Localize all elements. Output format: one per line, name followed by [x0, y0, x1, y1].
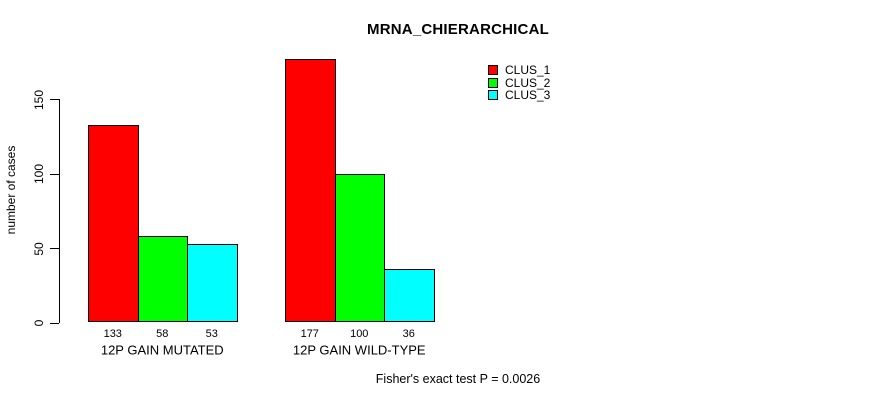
y-axis-line — [59, 99, 60, 324]
legend-label: CLUS_1 — [505, 63, 551, 78]
bar — [384, 268, 435, 323]
bar — [285, 59, 336, 323]
y-tick-label: 0 — [32, 319, 46, 327]
y-axis-title: number of cases — [4, 145, 18, 235]
bar — [334, 173, 385, 323]
legend-item: CLUS_2 — [488, 77, 550, 90]
legend: CLUS_1 CLUS_2 CLUS_3 — [488, 64, 550, 102]
bar-value-label: 58 — [156, 328, 169, 340]
bar-value-label: 133 — [103, 328, 122, 340]
chart-title: MRNA_CHIERARCHICAL — [367, 21, 549, 38]
y-tick — [50, 248, 59, 250]
y-tick — [50, 322, 59, 324]
y-tick-label: 100 — [32, 164, 46, 185]
bar — [137, 236, 188, 323]
legend-swatch — [488, 77, 498, 88]
bar-value-label: 177 — [300, 328, 319, 340]
legend-label: CLUS_3 — [505, 88, 551, 103]
bar — [187, 243, 238, 323]
y-tick-label: 150 — [32, 89, 46, 110]
legend-swatch — [488, 90, 498, 101]
legend-swatch — [488, 65, 498, 76]
y-tick — [50, 173, 59, 175]
legend-label: CLUS_2 — [505, 75, 551, 90]
bar-value-label: 36 — [402, 328, 415, 340]
bar-value-label: 53 — [205, 328, 218, 340]
y-tick-label: 50 — [32, 241, 46, 256]
legend-item: CLUS_3 — [488, 89, 550, 102]
y-tick — [50, 99, 59, 101]
footer-annotation: Fisher's exact test P = 0.0026 — [375, 372, 541, 386]
legend-item: CLUS_1 — [488, 64, 550, 77]
bar-value-label: 100 — [350, 328, 369, 340]
group-label: 12P GAIN WILD-TYPE — [292, 342, 426, 358]
group-label: 12P GAIN MUTATED — [100, 342, 224, 358]
bar — [88, 124, 139, 323]
